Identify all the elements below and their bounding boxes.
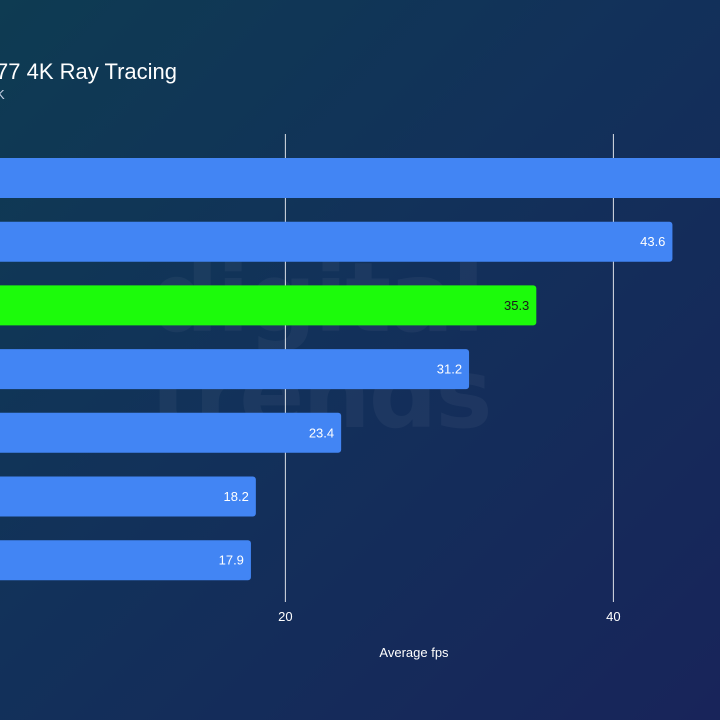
x-axis-label: Average fps <box>379 645 449 660</box>
bar <box>0 285 537 326</box>
bar-value-label: 23.4 <box>309 425 334 440</box>
x-tick-label: 20 <box>278 609 292 624</box>
bar-value-label: 31.2 <box>437 362 462 377</box>
bar <box>0 349 470 390</box>
bar <box>0 221 673 262</box>
bar-value-label: 18.2 <box>224 489 249 504</box>
bar <box>0 540 251 581</box>
bar-value-label: 17.9 <box>219 553 244 568</box>
x-tick-label: 40 <box>606 609 620 624</box>
bar <box>0 158 720 198</box>
bar-value-label: 35.3 <box>504 298 529 313</box>
chart-title: 77 4K Ray Tracing <box>0 59 177 84</box>
bar-value-label: 43.6 <box>640 234 665 249</box>
chart-subtitle: K <box>0 87 5 102</box>
bar <box>0 476 256 517</box>
bar <box>0 412 342 453</box>
